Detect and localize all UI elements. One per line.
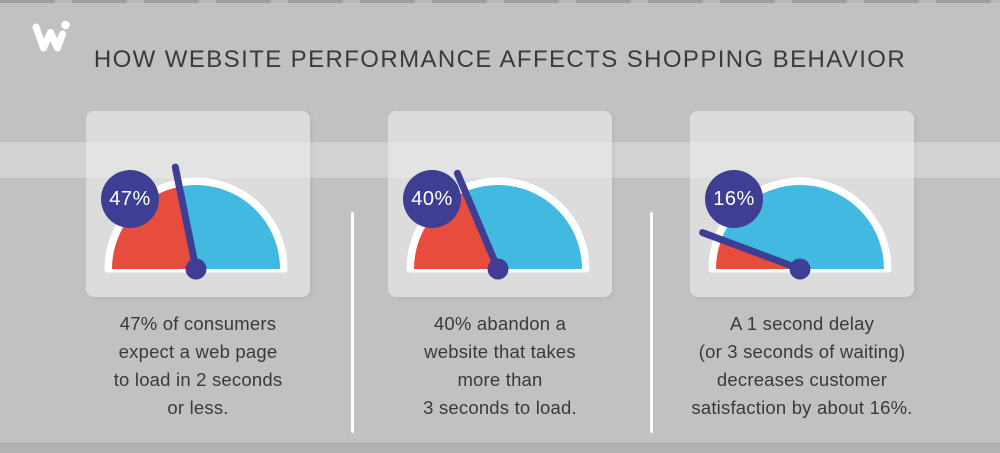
caption-line: website that takes (424, 341, 576, 362)
brand-w-logo-icon (32, 20, 70, 52)
caption-line: expect a web page (118, 341, 278, 362)
gauge-needle-pivot (789, 258, 811, 280)
gauge-needle (171, 163, 200, 273)
percent-label: 40% (411, 187, 453, 210)
gauge-needle-pivot (487, 258, 509, 280)
bottom-edge-strip (0, 443, 1000, 453)
caption-line: more than (457, 369, 543, 390)
caption-line: (or 3 seconds of waiting) (698, 341, 906, 362)
panel-abandonment: 40% 40% abandon a website that takes mor… (388, 111, 612, 418)
caption-line: to load in 2 seconds (113, 369, 283, 390)
gauge-needle-pivot (185, 258, 207, 280)
page-title: HOW WEBSITE PERFORMANCE AFFECTS SHOPPING… (93, 46, 907, 73)
gauge-needle (453, 169, 502, 273)
caption-line: decreases customer (716, 369, 888, 390)
percent-label: 16% (713, 187, 755, 210)
divider-left (351, 212, 354, 433)
percent-badge: 40% (403, 170, 461, 228)
gauge-red-segment (112, 186, 196, 269)
gauge-blue-segment (179, 185, 280, 269)
gauge-blue-segment (465, 185, 582, 269)
caption-line: satisfaction by about 16%. (691, 397, 913, 418)
caption-line: 40% abandon a (433, 313, 567, 334)
caption: 47% of consumers expect a web page to lo… (48, 310, 348, 422)
gauge-needle (699, 229, 804, 273)
divider-right (650, 212, 653, 433)
caption: A 1 second delay (or 3 seconds of waitin… (652, 310, 952, 422)
top-edge-strip (0, 0, 1000, 3)
caption: 40% abandon a website that takes more th… (350, 310, 650, 422)
gauge-chart (699, 177, 892, 280)
caption-line: 3 seconds to load. (423, 397, 577, 418)
panel-load-expectation: 47% 47% of consumers expect a web page t… (86, 111, 310, 418)
gauge-card: 47% (86, 111, 310, 297)
caption-line: 47% of consumers (119, 313, 277, 334)
caption-line: A 1 second delay (729, 313, 875, 334)
percent-badge: 47% (101, 170, 159, 228)
percent-badge: 16% (705, 170, 763, 228)
gauge-chart (406, 169, 590, 280)
gauge-red-segment (414, 191, 498, 269)
gauge-card: 40% (388, 111, 612, 297)
gauge-card: 16% (690, 111, 914, 297)
caption-line: or less. (167, 397, 229, 418)
panel-satisfaction: 16% A 1 second delay (or 3 seconds of wa… (690, 111, 914, 418)
percent-label: 47% (109, 187, 151, 210)
